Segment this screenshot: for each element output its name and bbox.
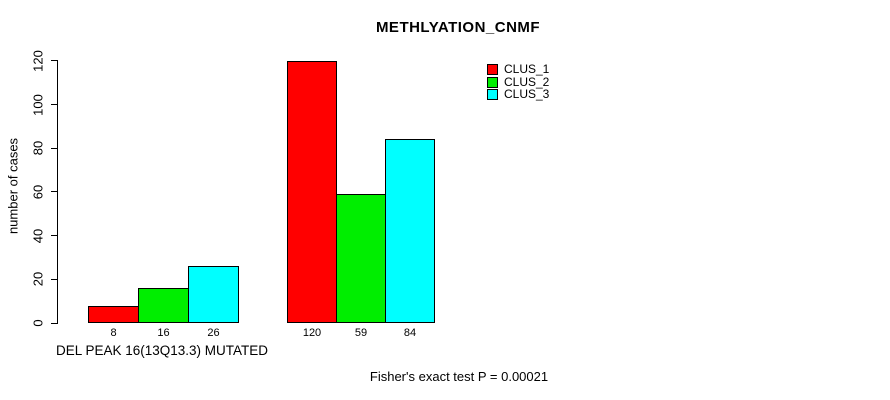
bar-clus_1-group2 [287,60,337,323]
y-tick-label: 0 [30,319,46,327]
bar-clus_3-group2 [385,139,435,323]
chart-title: METHLYATION_CNMF [375,19,541,36]
y-tick-label: 120 [30,49,46,72]
legend: CLUS_1 CLUS_2 CLUS_3 [487,62,550,101]
bar-value-label: 84 [403,327,417,339]
y-tick-label: 60 [30,184,46,200]
y-tick-mark [51,235,58,237]
y-tick-mark [51,147,58,149]
bar-clus_2-group2 [336,194,386,323]
legend-label: CLUS_2 [504,74,550,89]
y-tick-mark [51,322,58,324]
y-tick-label: 40 [30,228,46,243]
y-tick-mark [51,104,58,105]
bar-value-label: 16 [157,327,170,339]
bar-value-label: 59 [354,327,368,339]
legend-swatch-icon [487,76,498,88]
bar-value-label: 8 [110,327,117,339]
legend-item-clus_2: CLUS_2 [487,74,550,89]
y-tick-label: 80 [30,140,46,156]
legend-item-clus_3: CLUS_3 [487,87,550,101]
y-tick-label: 100 [30,93,46,116]
fisher-test-annotation: Fisher's exact test P = 0.00021 [369,369,549,384]
y-tick-mark [51,191,58,193]
bar-value-label: 120 [302,327,322,339]
y-axis-label: number of cases [5,137,21,235]
bar-value-label: 26 [207,327,220,339]
legend-label: CLUS_1 [504,62,550,76]
y-tick-mark [51,60,58,62]
legend-swatch-icon [487,64,498,75]
legend-item-clus_1: CLUS_1 [487,62,550,76]
legend-swatch-icon [487,89,498,100]
bar-clus_2-group1 [138,288,189,323]
legend-label: CLUS_3 [504,87,550,101]
y-tick-mark [51,278,58,280]
y-tick-label: 20 [30,272,46,287]
bar-clus_1-group1 [88,305,139,323]
x-axis-group-label: DEL PEAK 16(13Q13.3) MUTATED [55,343,269,358]
bar-clus_3-group1 [188,266,239,323]
